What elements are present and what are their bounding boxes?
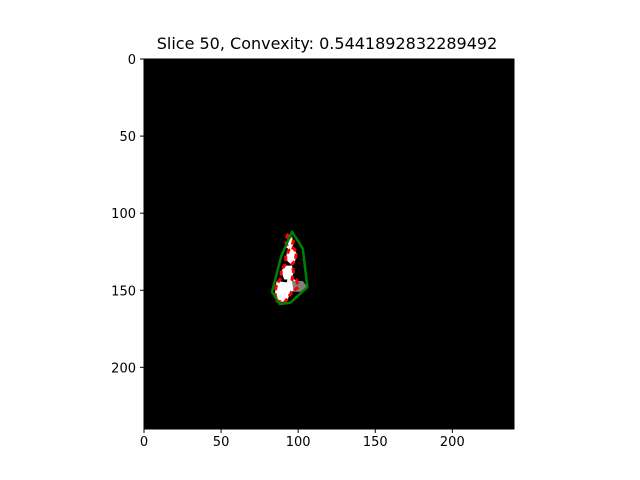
x-tick-label-50: 50 <box>213 435 230 450</box>
x-tick-label-150: 150 <box>363 435 388 450</box>
image-background <box>144 59 514 429</box>
y-tick-label-100: 100 <box>111 207 136 222</box>
x-tick-label-0: 0 <box>140 435 148 450</box>
y-tick-label-0: 0 <box>128 53 136 68</box>
x-tick-label-200: 200 <box>440 435 465 450</box>
chart-title: Slice 50, Convexity: 0.5441892832289492 <box>157 34 498 53</box>
plot-area <box>144 59 514 429</box>
contour-line <box>273 233 300 305</box>
convex-hull-line <box>270 230 309 306</box>
y-tick-label-150: 150 <box>111 284 136 299</box>
y-tick-label-50: 50 <box>119 130 136 145</box>
region-foreground-2 <box>281 265 294 280</box>
x-tick-label-100: 100 <box>286 435 311 450</box>
axes-frame <box>143 58 515 430</box>
axes: 0 50 100 150 200 0 50 100 150 200 <box>111 53 515 450</box>
y-tick-label-200: 200 <box>111 361 136 376</box>
